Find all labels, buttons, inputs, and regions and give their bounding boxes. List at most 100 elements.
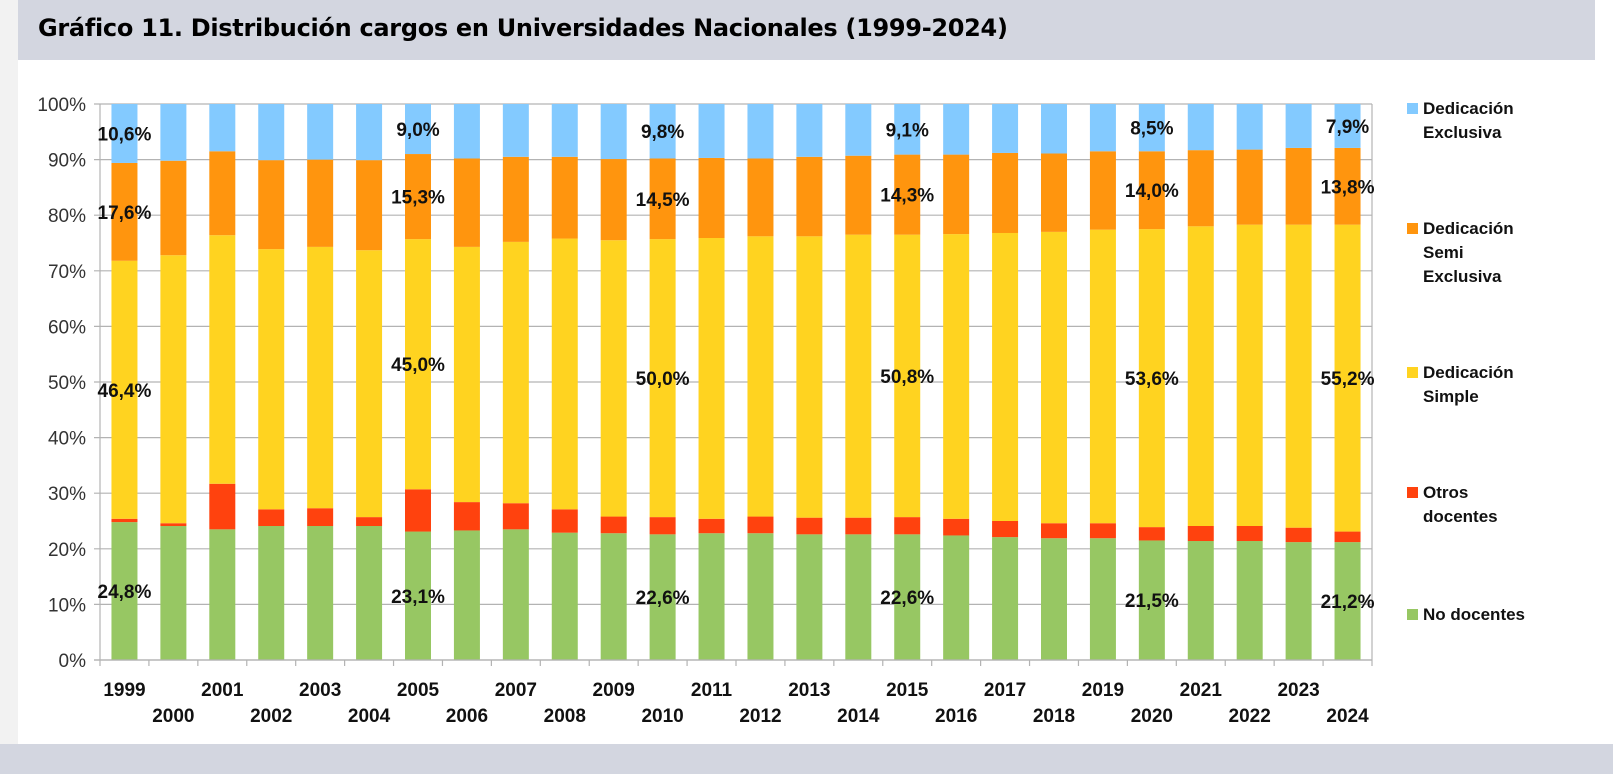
data-label-2020: 14,0% (1125, 181, 1179, 202)
legend-label: Semi (1423, 243, 1464, 262)
bar-dedicaci-n-simple-2003 (307, 246, 334, 509)
bar-no-docentes-2006 (453, 530, 480, 660)
bar-dedicaci-n-exclusiva-2018 (1041, 104, 1067, 154)
stacked-bar-chart: 0% 10% 20% 30% 40% 50% 60% 70% 80% 90% 100% 24,8% 4… (37, 95, 1525, 727)
x-tick-label: 2009 (593, 680, 635, 701)
bar-no-docentes-2019 (1089, 538, 1116, 660)
data-label-2010: 14,5% (636, 190, 690, 211)
x-tick-label: 2010 (641, 706, 683, 727)
bar-no-docentes-2009 (600, 533, 627, 660)
bar-dedicaci-n-exclusiva-2000 (160, 104, 187, 161)
bar-dedicaci-n-semi-exclusiva-2018 (1041, 153, 1067, 232)
data-label-2010: 9,8% (641, 122, 684, 143)
data-label-2010: 50,0% (636, 369, 690, 390)
data-label-2015: 50,8% (880, 367, 934, 388)
bar-dedicaci-n-exclusiva-1999 (111, 104, 138, 163)
legend: Dedicación Exclusiva Dedicación Semi Exclusi… (1407, 99, 1525, 624)
bar-dedicaci-n-simple-2014 (845, 234, 872, 518)
bar-no-docentes-2004 (356, 526, 383, 660)
bar-otros-docentes-2018 (1041, 523, 1067, 539)
chart-title: Gráfico 11. Distribución cargos en Unive… (38, 14, 1008, 42)
bar-no-docentes-2008 (551, 532, 578, 660)
bar-otros-docentes-2000 (160, 523, 187, 527)
bar-no-docentes-2021 (1187, 541, 1214, 660)
x-tick-label: 2007 (495, 680, 537, 701)
bar-otros-docentes-2021 (1187, 526, 1214, 542)
data-label-2024: 7,9% (1326, 117, 1369, 138)
bar-otros-docentes-2010 (649, 517, 676, 535)
data-label-2005: 9,0% (396, 120, 439, 141)
bar-dedicaci-n-semi-exclusiva-2017 (992, 152, 1019, 233)
bar-otros-docentes-2002 (258, 509, 285, 527)
bar-no-docentes-1999 (111, 522, 138, 660)
bar-dedicaci-n-exclusiva-2007 (502, 104, 529, 157)
bar-dedicaci-n-semi-exclusiva-2003 (307, 159, 334, 247)
x-tick-label: 2022 (1229, 706, 1271, 727)
bar-dedicaci-n-semi-exclusiva-2022 (1236, 149, 1263, 225)
y-tick-label: 60% (48, 317, 86, 338)
x-tick-label: 2021 (1180, 680, 1223, 701)
legend-swatch (1407, 223, 1418, 234)
data-label-2024: 21,2% (1321, 592, 1375, 613)
bar-otros-docentes-2020 (1138, 527, 1165, 541)
bar-dedicaci-n-simple-2007 (502, 241, 529, 504)
y-tick-label: 100% (37, 95, 86, 116)
x-tick-label: 2020 (1131, 706, 1173, 727)
bar-no-docentes-2007 (502, 529, 529, 660)
bar-dedicaci-n-semi-exclusiva-2015 (894, 154, 921, 235)
y-axis: 0% 10% 20% 30% 40% 50% 60% 70% 80% 90% 100% (37, 95, 1373, 672)
bar-dedicaci-n-semi-exclusiva-2009 (600, 159, 627, 241)
x-tick-label: 2015 (886, 680, 929, 701)
bar-dedicaci-n-exclusiva-2002 (258, 104, 285, 161)
legend-label: Dedicación (1423, 99, 1514, 118)
bar-dedicaci-n-simple-2013 (796, 236, 823, 518)
bar-otros-docentes-2009 (600, 516, 627, 534)
bar-dedicaci-n-semi-exclusiva-1999 (111, 162, 138, 261)
legend-label: docentes (1423, 507, 1498, 526)
data-label-2005: 23,1% (391, 587, 445, 608)
y-tick-label: 10% (48, 595, 86, 616)
bar-otros-docentes-2004 (356, 517, 383, 527)
bar-otros-docentes-1999 (111, 518, 138, 523)
bar-dedicaci-n-simple-2001 (209, 235, 236, 484)
bar-dedicaci-n-exclusiva-2005 (405, 104, 431, 155)
bar-no-docentes-2020 (1138, 540, 1165, 660)
bar-dedicaci-n-semi-exclusiva-2013 (796, 156, 823, 237)
bar-otros-docentes-2006 (453, 502, 480, 531)
title-band (18, 0, 1595, 60)
data-label-2005: 45,0% (391, 355, 445, 376)
data-label-2020: 8,5% (1130, 119, 1173, 140)
data-label-2020: 21,5% (1125, 591, 1179, 612)
x-tick-label: 2012 (739, 706, 781, 727)
bar-no-docentes-2015 (894, 534, 921, 660)
bar-dedicaci-n-exclusiva-2020 (1138, 104, 1165, 152)
legend-label: Otros (1423, 483, 1468, 502)
bar-no-docentes-2001 (209, 529, 236, 660)
bar-otros-docentes-2014 (845, 517, 872, 535)
legend-swatch (1407, 609, 1418, 620)
y-tick-label: 20% (48, 540, 86, 561)
bar-dedicaci-n-simple-2010 (649, 239, 676, 518)
x-tick-label: 2013 (788, 680, 830, 701)
data-label-1999: 17,6% (98, 203, 152, 224)
bar-dedicaci-n-exclusiva-2015 (894, 104, 921, 155)
bar-dedicaci-n-semi-exclusiva-2019 (1089, 151, 1116, 230)
bar-no-docentes-2010 (649, 534, 676, 660)
bar-dedicaci-n-simple-2008 (551, 238, 578, 510)
bar-dedicaci-n-simple-2024 (1334, 224, 1361, 532)
legend-label: Dedicación (1423, 363, 1514, 382)
data-label-2010: 22,6% (636, 588, 690, 609)
bar-dedicaci-n-semi-exclusiva-2000 (160, 160, 187, 256)
x-tick-label: 2006 (446, 706, 488, 727)
bar-dedicaci-n-exclusiva-2001 (209, 104, 236, 152)
x-tick-label: 2002 (250, 706, 292, 727)
bar-dedicaci-n-semi-exclusiva-2008 (551, 156, 578, 239)
data-labels: 24,8% 46,4% 17,6% 10,6% 23,1% 45,0% 15,3% 9,0% 2… (98, 117, 1375, 613)
legend-label: Dedicación (1423, 219, 1514, 238)
bar-dedicaci-n-exclusiva-2003 (307, 104, 334, 160)
gridlines (94, 103, 1372, 661)
bar-dedicaci-n-simple-2002 (258, 249, 285, 510)
x-tick-label: 2019 (1082, 680, 1124, 701)
bar-dedicaci-n-simple-2004 (356, 250, 383, 518)
bottom-band (0, 744, 1613, 774)
